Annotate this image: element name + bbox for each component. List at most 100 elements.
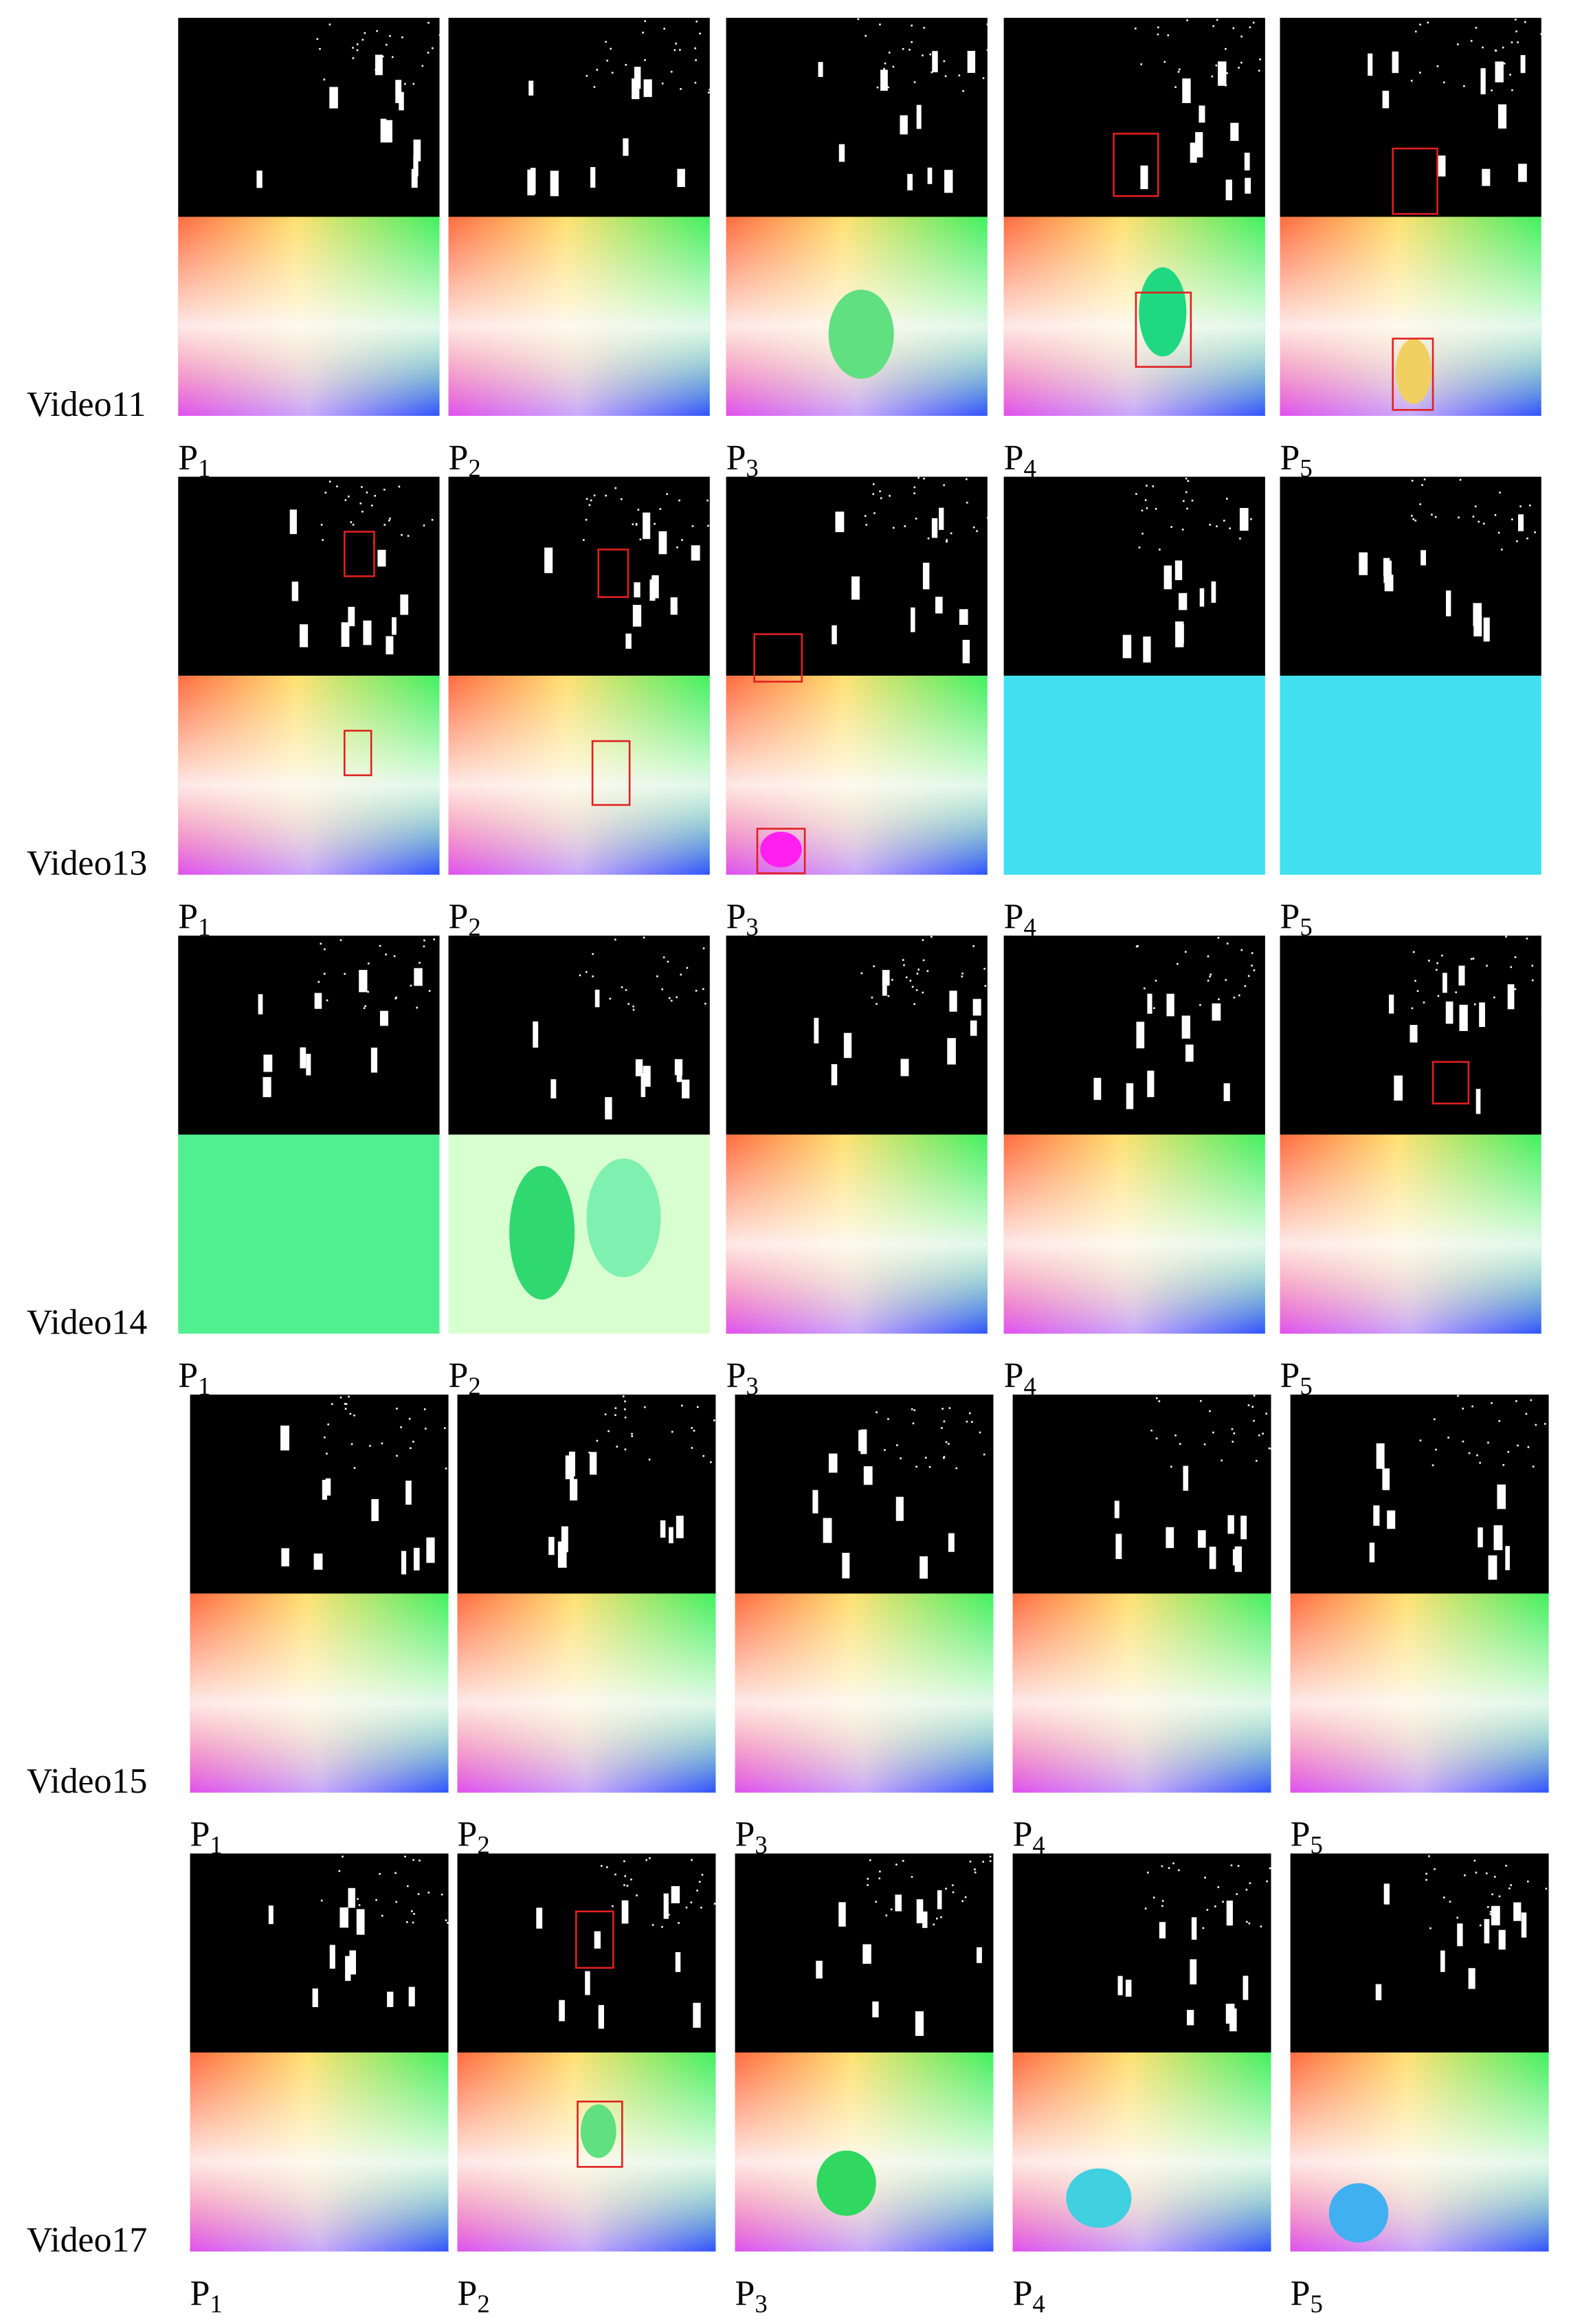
noise-dot xyxy=(1517,41,1519,43)
noise-dot xyxy=(913,81,916,83)
noise-dot xyxy=(413,1913,415,1915)
noise-dot xyxy=(922,991,924,994)
noise-dot xyxy=(946,539,948,542)
highlight-box xyxy=(1392,337,1434,411)
mask-image xyxy=(448,476,710,676)
noise-dot xyxy=(1144,1907,1147,1910)
noise-dot xyxy=(382,55,384,58)
noise-dot xyxy=(1487,1441,1489,1444)
noise-dot xyxy=(407,535,410,537)
noise-dot xyxy=(665,1910,667,1912)
foreground-blob xyxy=(414,968,423,986)
foreground-blob xyxy=(828,1453,838,1473)
panel-index: 3 xyxy=(746,1372,758,1400)
panel: P5 xyxy=(1280,17,1543,483)
noise-dot xyxy=(1177,71,1180,73)
noise-dot xyxy=(324,1436,326,1439)
noise-dot xyxy=(393,955,396,958)
panel-letter: P xyxy=(178,897,198,936)
noise-dot xyxy=(1531,979,1534,982)
panel-index: 5 xyxy=(1310,1831,1322,1859)
noise-dot xyxy=(1216,525,1218,527)
noise-dot xyxy=(1247,1404,1250,1406)
noise-dot xyxy=(1209,975,1211,977)
noise-dot xyxy=(1260,1925,1262,1927)
noise-dot xyxy=(614,938,616,941)
mask-image xyxy=(1280,17,1541,217)
noise-dot xyxy=(631,1435,634,1437)
noise-dot xyxy=(922,54,924,56)
foreground-blob xyxy=(359,970,368,993)
noise-dot xyxy=(913,1003,915,1006)
mask-image xyxy=(1290,1394,1549,1594)
noise-dot xyxy=(974,1868,976,1870)
noise-dot xyxy=(379,1872,381,1875)
noise-dot xyxy=(358,1904,361,1906)
noise-dot xyxy=(1212,1431,1214,1434)
noise-dot xyxy=(696,546,698,549)
noise-dot xyxy=(1184,951,1187,953)
flow-center xyxy=(1280,1134,1541,1334)
noise-dot xyxy=(389,518,391,520)
noise-dot xyxy=(324,948,326,951)
foreground-blob xyxy=(1376,1443,1385,1469)
noise-dot xyxy=(1210,973,1212,975)
panel-letter: P xyxy=(449,897,469,936)
noise-dot xyxy=(880,497,882,500)
noise-dot xyxy=(364,32,366,34)
noise-dot xyxy=(913,492,915,495)
noise-dot xyxy=(873,512,876,514)
noise-dot xyxy=(1498,1420,1501,1422)
noise-dot xyxy=(1141,533,1144,535)
flow-blob xyxy=(1139,267,1187,357)
panel-letter: P xyxy=(1291,1815,1311,1855)
noise-dot xyxy=(605,494,607,497)
noise-dot xyxy=(410,1910,413,1912)
foreground-blob xyxy=(682,1079,690,1098)
foreground-blob xyxy=(970,1020,977,1036)
foreground-blob xyxy=(370,1048,378,1073)
flow-blob xyxy=(509,1166,575,1300)
noise-dot xyxy=(667,960,669,963)
foreground-blob xyxy=(1115,1534,1122,1560)
noise-dot xyxy=(579,974,581,977)
foreground-blob xyxy=(598,2004,604,2029)
noise-dot xyxy=(424,1428,427,1430)
noise-dot xyxy=(392,56,394,58)
foreground-blob xyxy=(1440,1950,1445,1972)
panel-letter: P xyxy=(1280,1356,1300,1395)
noise-dot xyxy=(701,1874,704,1876)
noise-dot xyxy=(441,1893,443,1896)
foreground-blob xyxy=(345,1956,351,1981)
foreground-blob xyxy=(530,168,536,195)
foreground-blob xyxy=(291,582,299,601)
noise-dot xyxy=(1456,1916,1459,1919)
foreground-blob xyxy=(863,1466,873,1485)
noise-dot xyxy=(676,996,678,999)
noise-dot xyxy=(943,1457,945,1459)
noise-dot xyxy=(913,486,916,489)
noise-dot xyxy=(1245,1888,1248,1891)
foreground-blob xyxy=(927,167,933,184)
panel-letter: P xyxy=(726,897,746,936)
noise-dot xyxy=(1499,491,1501,494)
noise-dot xyxy=(1516,540,1518,542)
noise-dot xyxy=(395,86,398,89)
noise-dot xyxy=(661,988,664,991)
foreground-blob xyxy=(643,1065,651,1087)
foreground-blob xyxy=(916,1899,924,1923)
panel-label: P5 xyxy=(1291,1815,1323,1859)
noise-dot xyxy=(614,1873,616,1876)
noise-dot xyxy=(911,24,913,27)
noise-dot xyxy=(1215,64,1218,67)
noise-dot xyxy=(1172,1862,1174,1865)
noise-dot xyxy=(1524,21,1526,23)
noise-dot xyxy=(1238,67,1240,69)
noise-dot xyxy=(404,82,406,85)
noise-dot xyxy=(1146,507,1148,509)
noise-dot xyxy=(339,1396,342,1399)
foreground-blob xyxy=(1468,1968,1475,1989)
noise-dot xyxy=(681,1404,683,1407)
noise-dot xyxy=(614,1414,616,1416)
noise-dot xyxy=(691,1427,693,1429)
